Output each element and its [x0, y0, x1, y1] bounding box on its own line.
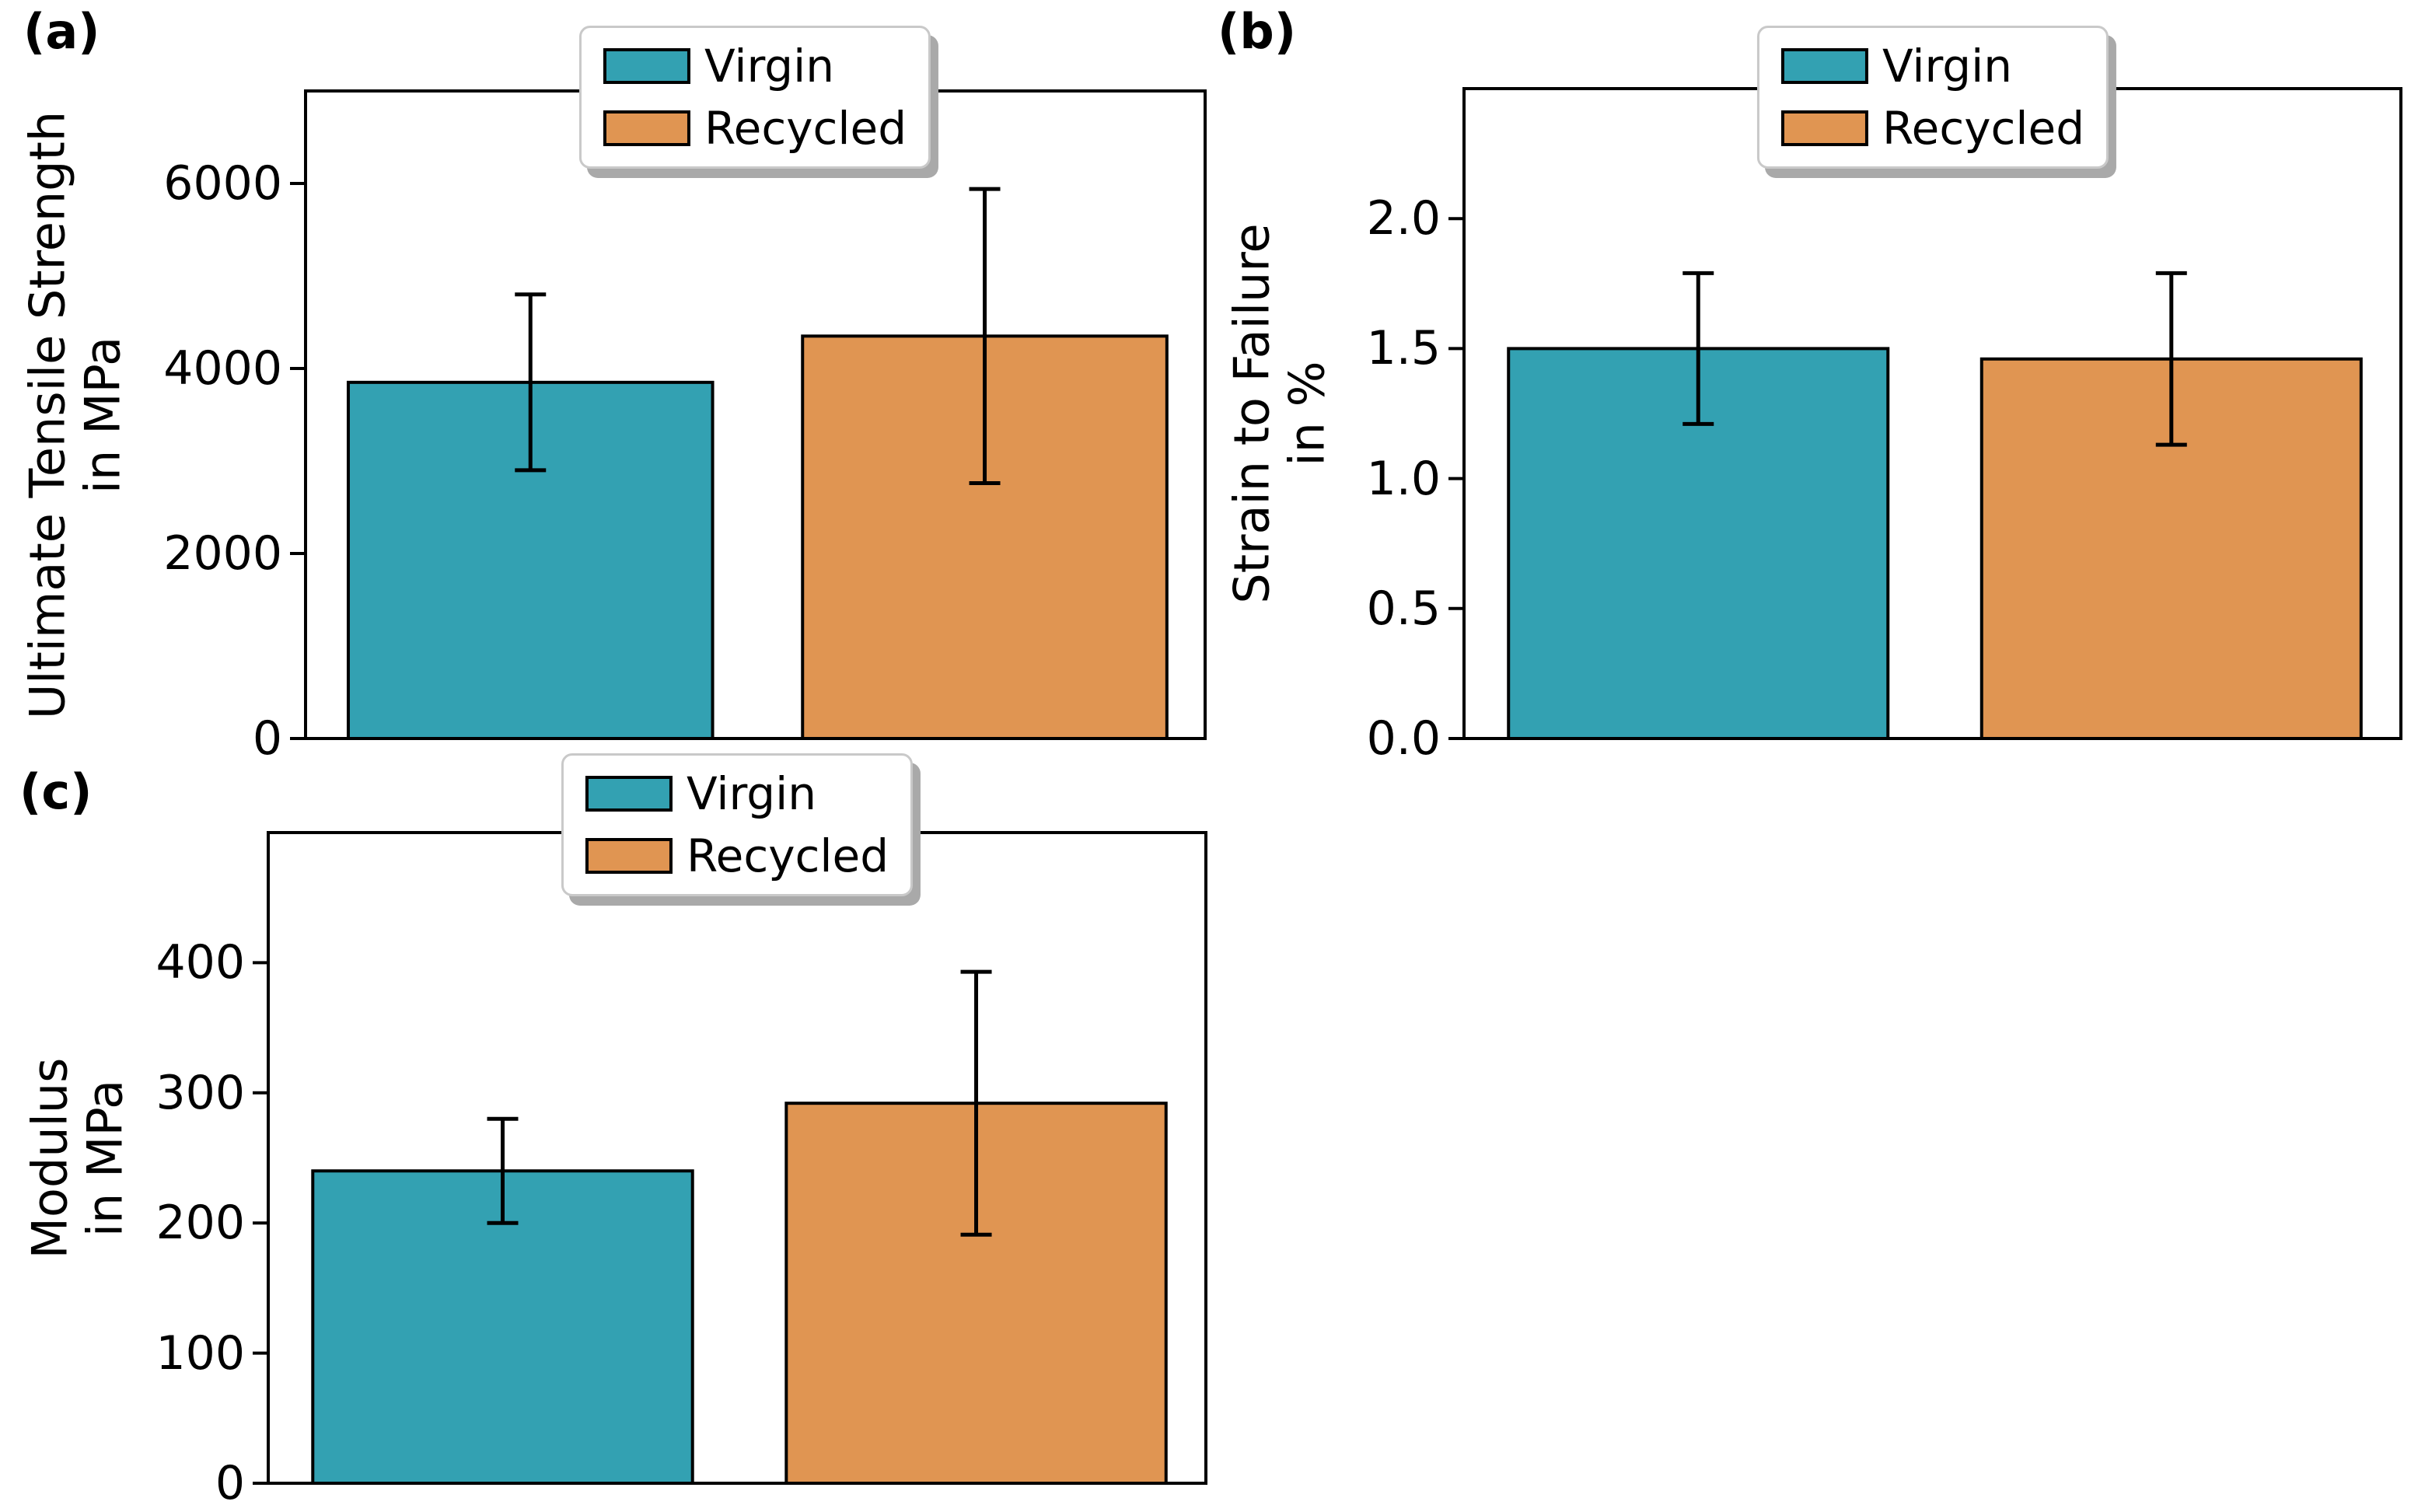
- y-axis-label-b: Strain to Failure in %: [1223, 223, 1336, 604]
- ytick-label-c-3: 300: [155, 1065, 245, 1120]
- y-axis-label-line-a-0: Ultimate Tensile Strength: [19, 110, 76, 720]
- legend-row-b-1: Recycled: [1780, 102, 2085, 155]
- ytick-label-a-1: 2000: [163, 526, 282, 581]
- legend-swatch-virgin-b: [1780, 48, 1868, 84]
- legend-c: Virgin Recycled: [561, 753, 914, 896]
- ytick-label-c-1: 100: [155, 1325, 245, 1381]
- y-axis-label-line-c-0: Modulus: [21, 1057, 79, 1259]
- y-axis-label-a: Ultimate Tensile Strength in MPa: [19, 110, 131, 720]
- legend-swatch-virgin-c: [585, 776, 673, 812]
- legend-label-c-1: Recycled: [686, 829, 889, 882]
- ytick-label-b-3: 1.5: [1366, 321, 1441, 376]
- legend-label-b-1: Recycled: [1882, 102, 2085, 155]
- ytick-label-c-2: 200: [155, 1196, 245, 1251]
- ytick-label-a-3: 6000: [163, 156, 282, 211]
- panel-label-a: (a): [23, 3, 100, 60]
- y-axis-label-line-c-1: in MPa: [77, 1079, 134, 1238]
- legend-label-a-0: Virgin: [704, 40, 834, 93]
- y-axis-label-line-b-0: Strain to Failure: [1223, 223, 1281, 604]
- ytick-label-c-4: 400: [155, 935, 245, 990]
- ytick-label-c-0: 0: [215, 1456, 245, 1510]
- legend-swatch-recycled-c: [585, 838, 673, 874]
- legend-label-a-1: Recycled: [704, 102, 907, 155]
- legend-label-b-0: Virgin: [1882, 40, 2012, 93]
- legend-b: Virgin Recycled: [1756, 26, 2109, 169]
- ytick-label-b-1: 0.5: [1366, 581, 1441, 636]
- legend-swatch-recycled-a: [603, 110, 690, 146]
- panel-label-c: (c): [19, 763, 93, 820]
- ytick-label-b-2: 1.0: [1366, 451, 1441, 506]
- legend-row-a-0: Virgin: [603, 44, 907, 89]
- legend-swatch-recycled-b: [1780, 110, 1868, 146]
- ytick-label-b-4: 2.0: [1366, 191, 1441, 246]
- legend-label-c-0: Virgin: [686, 767, 816, 820]
- y-axis-label-c: Modulus in MPa: [21, 1057, 134, 1259]
- y-axis-label-line-a-1: in MPa: [75, 336, 131, 494]
- legend-swatch-virgin-a: [603, 48, 690, 84]
- y-axis-label-line-b-1: in %: [1279, 361, 1336, 466]
- panel-label-b: (b): [1218, 3, 1297, 60]
- legend-row-c-0: Virgin: [585, 771, 889, 816]
- ytick-label-b-0: 0.0: [1366, 711, 1441, 766]
- ytick-label-a-0: 0: [252, 711, 282, 766]
- legend-row-a-1: Recycled: [603, 106, 907, 151]
- legend-a: Virgin Recycled: [578, 26, 931, 169]
- ytick-label-a-2: 4000: [163, 341, 282, 396]
- legend-row-b-0: Virgin: [1780, 40, 2084, 93]
- legend-row-c-1: Recycled: [585, 833, 889, 878]
